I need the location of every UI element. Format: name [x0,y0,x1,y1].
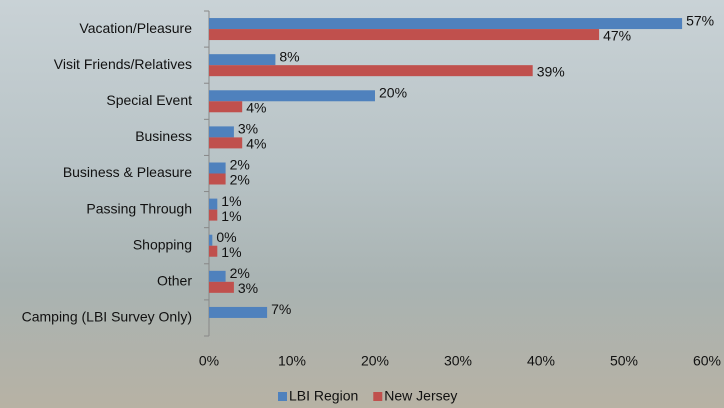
value-label: 2% [230,157,250,173]
value-label: 0% [216,229,236,245]
x-tick-label: 60% [693,353,721,369]
value-label: 8% [279,48,299,64]
bar [209,209,218,221]
bar [209,65,533,77]
bar [209,162,226,174]
x-tick-label: 10% [278,353,306,369]
bar [209,281,234,293]
value-label: 47% [603,27,631,43]
bar [209,234,213,246]
value-label: 1% [221,244,241,260]
bar [209,270,226,282]
legend-swatch [278,392,287,401]
bar [209,245,218,257]
value-label: 3% [238,280,258,296]
x-tick-label: 40% [527,353,555,369]
legend-swatch [373,392,383,401]
legend-label: New Jersey [384,388,457,404]
y-tick-label: Visit Friends/Relatives [54,56,192,72]
value-label: 20% [379,84,407,100]
bar [209,54,276,66]
y-tick-label: Business & Pleasure [63,164,192,180]
bar [209,173,226,185]
y-tick-label: Passing Through [86,200,192,216]
x-tick-label: 20% [361,353,389,369]
y-tick-label: Other [157,273,192,289]
y-tick-label: Camping (LBI Survey Only) [22,309,192,325]
value-label: 2% [230,265,250,281]
value-label: 3% [238,121,258,137]
x-tick-label: 50% [610,353,638,369]
legend-label: LBI Region [289,388,358,404]
value-label: 4% [246,99,266,115]
value-label: 7% [271,301,291,317]
bar [209,90,375,102]
bar [209,306,268,318]
y-tick-label: Special Event [106,92,192,108]
y-tick-label: Vacation/Pleasure [79,20,192,36]
bar [209,18,683,30]
bar [209,137,243,149]
x-tick-label: 0% [199,353,219,369]
value-label: 2% [230,172,250,188]
y-tick-label: Business [135,128,192,144]
bar [209,126,234,138]
value-label: 1% [221,193,241,209]
y-tick-label: Shopping [133,236,192,252]
value-label: 39% [537,63,565,79]
value-label: 1% [221,208,241,224]
bar [209,29,600,41]
value-label: 4% [246,136,266,152]
x-tick-label: 30% [444,353,472,369]
value-label: 57% [686,12,714,28]
bar [209,198,218,210]
bar [209,101,243,113]
